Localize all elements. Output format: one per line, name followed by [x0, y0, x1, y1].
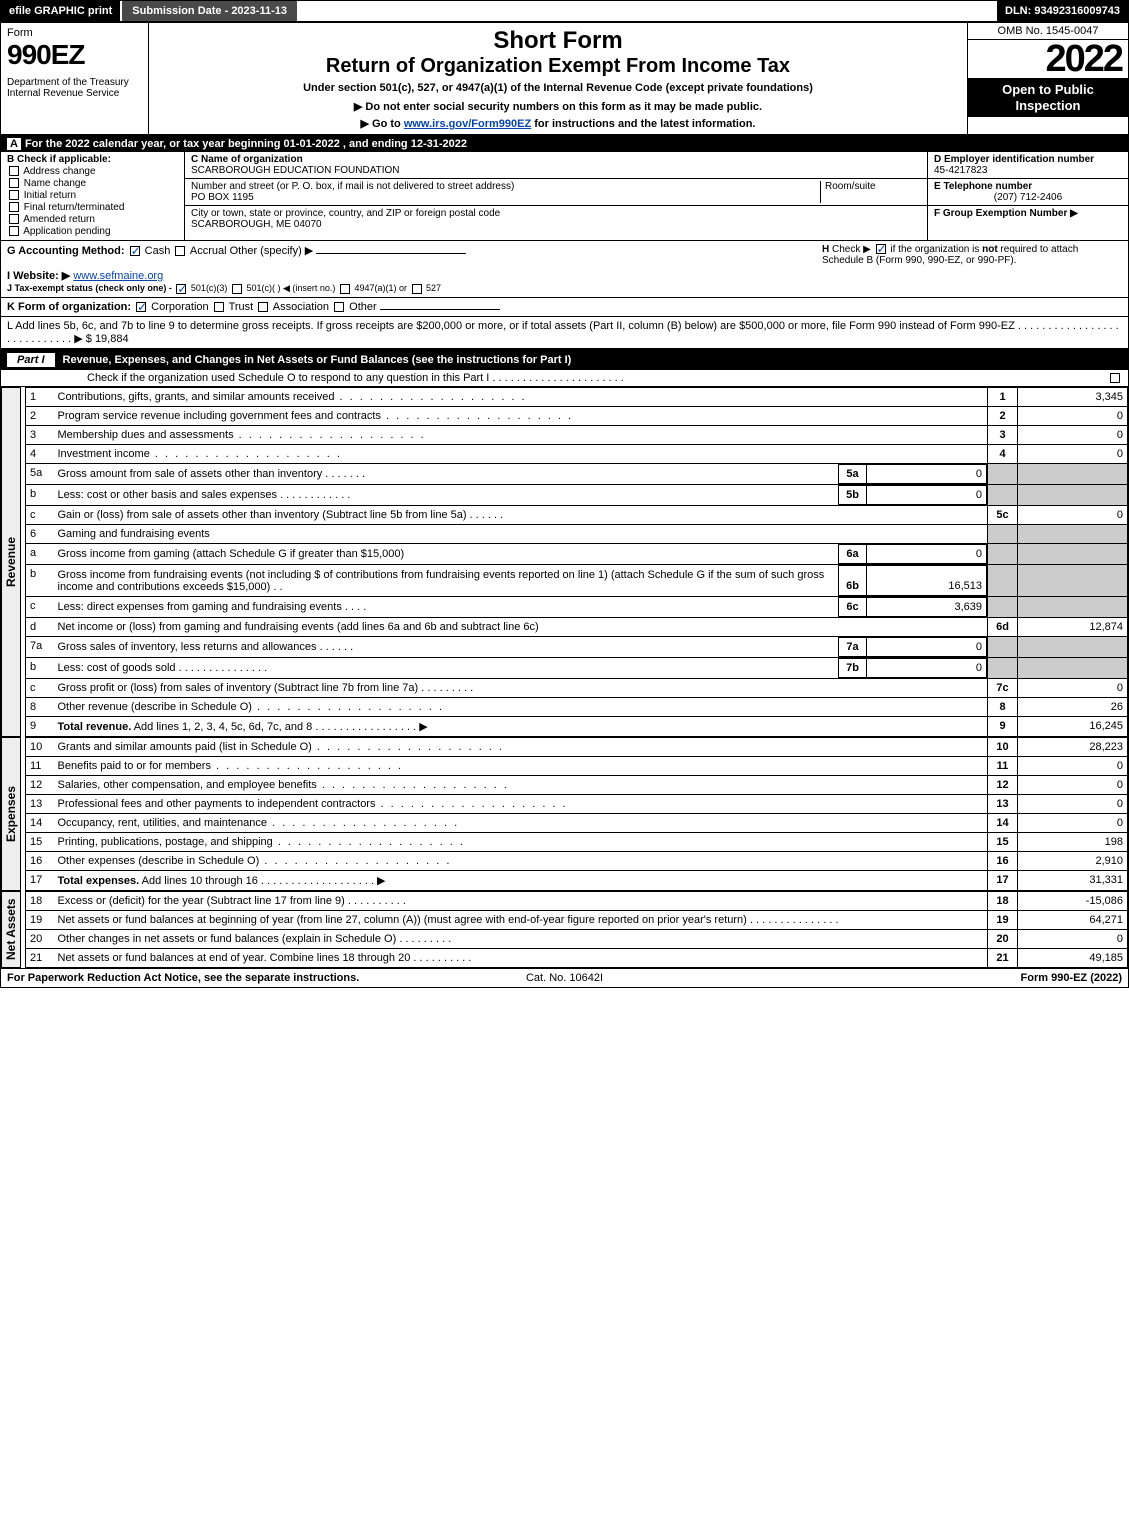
b-label: B Check if applicable:: [7, 154, 178, 165]
org-name-cell: C Name of organization SCARBOROUGH EDUCA…: [185, 152, 927, 179]
netassets-side-label: Net Assets: [1, 891, 21, 968]
row-k: K Form of organization: Corporation Trus…: [1, 298, 1128, 317]
website-link[interactable]: www.sefmaine.org: [73, 270, 163, 282]
header-right: OMB No. 1545-0047 2022 Open to Public In…: [968, 23, 1128, 134]
tax-year: 2022: [968, 40, 1128, 78]
room-label: Room/suite: [825, 181, 876, 192]
check-accrual[interactable]: [175, 246, 185, 256]
part-i-label: Part I: [7, 353, 55, 367]
expenses-side-label: Expenses: [1, 737, 21, 891]
check-initial-return[interactable]: Initial return: [7, 190, 178, 201]
check-address-change[interactable]: Address change: [7, 166, 178, 177]
efile-print[interactable]: efile GRAPHIC print: [1, 1, 120, 21]
org-name: SCARBOROUGH EDUCATION FOUNDATION: [191, 165, 400, 176]
l-amount: 19,884: [95, 333, 129, 345]
footer-mid: Cat. No. 10642I: [379, 972, 751, 984]
footer-right: Form 990-EZ (2022): [750, 972, 1122, 984]
check-corporation[interactable]: [136, 302, 146, 312]
row-l: L Add lines 5b, 6c, and 7b to line 9 to …: [1, 317, 1128, 350]
short-form-title: Short Form: [157, 27, 959, 55]
city-cell: City or town, state or province, country…: [185, 206, 927, 232]
k-label: K Form of organization:: [7, 301, 131, 313]
goto-notice: ▶ Go to www.irs.gov/Form990EZ for instru…: [157, 117, 959, 130]
goto-suffix: for instructions and the latest informat…: [531, 118, 755, 130]
check-501c3[interactable]: [176, 284, 186, 294]
dept-label: Department of the Treasury Internal Reve…: [7, 77, 142, 99]
city-value: SCARBOROUGH, ME 04070: [191, 219, 322, 230]
tel-value: (207) 712-2406: [934, 192, 1122, 203]
goto-prefix: ▶ Go to: [361, 118, 404, 130]
ein-value: 45-4217823: [934, 165, 987, 176]
row-g: G Accounting Method: Cash Accrual Other …: [7, 244, 822, 294]
street-label: Number and street (or P. O. box, if mail…: [191, 181, 514, 192]
check-final-return[interactable]: Final return/terminated: [7, 202, 178, 213]
j-label: J Tax-exempt status (check only one) -: [7, 283, 172, 293]
header-left: Form 990EZ Department of the Treasury In…: [1, 23, 149, 134]
check-schedule-o[interactable]: [1110, 373, 1120, 383]
revenue-side-label: Revenue: [1, 387, 21, 737]
part-i-header: Part I Revenue, Expenses, and Changes in…: [1, 350, 1128, 370]
check-schedule-b[interactable]: [876, 244, 886, 254]
city-label: City or town, state or province, country…: [191, 208, 500, 219]
check-name-change[interactable]: Name change: [7, 178, 178, 189]
revenue-section: Revenue 1Contributions, gifts, grants, a…: [1, 387, 1128, 737]
open-inspection: Open to Public Inspection: [968, 78, 1128, 117]
check-cash[interactable]: [130, 246, 140, 256]
col-d: D Employer identification number 45-4217…: [928, 152, 1128, 240]
tel-cell: E Telephone number (207) 712-2406: [928, 179, 1128, 206]
org-name-label: C Name of organization: [191, 154, 303, 165]
check-application-pending[interactable]: Application pending: [7, 226, 178, 237]
header: Form 990EZ Department of the Treasury In…: [1, 23, 1128, 136]
col-b: B Check if applicable: Address change Na…: [1, 152, 185, 240]
topbar: efile GRAPHIC print Submission Date - 20…: [1, 1, 1128, 23]
footer: For Paperwork Reduction Act Notice, see …: [1, 968, 1128, 987]
return-title: Return of Organization Exempt From Incom…: [157, 55, 959, 78]
row-h: H Check ▶ if the organization is not req…: [822, 244, 1122, 294]
row-a-text: For the 2022 calendar year, or tax year …: [25, 138, 467, 150]
check-4947[interactable]: [340, 284, 350, 294]
part-i-check-text: Check if the organization used Schedule …: [7, 372, 624, 384]
check-other[interactable]: [334, 302, 344, 312]
ein-label: D Employer identification number: [934, 154, 1094, 165]
revenue-table: 1Contributions, gifts, grants, and simil…: [25, 387, 1128, 737]
under-section: Under section 501(c), 527, or 4947(a)(1)…: [157, 82, 959, 94]
g-label: G Accounting Method:: [7, 245, 125, 257]
part-i-title: Revenue, Expenses, and Changes in Net As…: [63, 354, 572, 366]
part-i-check-row: Check if the organization used Schedule …: [1, 370, 1128, 387]
submission-date: Submission Date - 2023-11-13: [120, 1, 297, 21]
header-center: Short Form Return of Organization Exempt…: [149, 23, 968, 134]
info-grid: B Check if applicable: Address change Na…: [1, 152, 1128, 241]
group-exemption-label: F Group Exemption Number ▶: [934, 208, 1078, 219]
check-trust[interactable]: [214, 302, 224, 312]
row-a: AFor the 2022 calendar year, or tax year…: [1, 136, 1128, 152]
check-527[interactable]: [412, 284, 422, 294]
ein-cell: D Employer identification number 45-4217…: [928, 152, 1128, 179]
l-text: L Add lines 5b, 6c, and 7b to line 9 to …: [7, 320, 1119, 345]
form-number: 990EZ: [7, 39, 142, 71]
other-specify: Other (specify) ▶: [230, 245, 314, 257]
street-value: PO BOX 1195: [191, 192, 254, 203]
form-page: efile GRAPHIC print Submission Date - 20…: [0, 0, 1129, 988]
tel-label: E Telephone number: [934, 181, 1032, 192]
expenses-table: 10Grants and similar amounts paid (list …: [25, 737, 1128, 891]
check-association[interactable]: [258, 302, 268, 312]
netassets-table: 18Excess or (deficit) for the year (Subt…: [25, 891, 1128, 968]
dln: DLN: 93492316009743: [997, 1, 1128, 21]
i-label: I Website: ▶: [7, 270, 70, 282]
footer-left: For Paperwork Reduction Act Notice, see …: [7, 972, 379, 984]
col-c: C Name of organization SCARBOROUGH EDUCA…: [185, 152, 928, 240]
irs-link[interactable]: www.irs.gov/Form990EZ: [404, 118, 531, 130]
expenses-section: Expenses 10Grants and similar amounts pa…: [1, 737, 1128, 891]
street-cell: Number and street (or P. O. box, if mail…: [185, 179, 927, 206]
group-exemption-cell: F Group Exemption Number ▶: [928, 206, 1128, 221]
check-501c[interactable]: [232, 284, 242, 294]
form-label: Form: [7, 27, 142, 39]
no-ssn-notice: ▶ Do not enter social security numbers o…: [157, 100, 959, 113]
check-amended-return[interactable]: Amended return: [7, 214, 178, 225]
row-g-h: G Accounting Method: Cash Accrual Other …: [1, 241, 1128, 298]
netassets-section: Net Assets 18Excess or (deficit) for the…: [1, 891, 1128, 968]
